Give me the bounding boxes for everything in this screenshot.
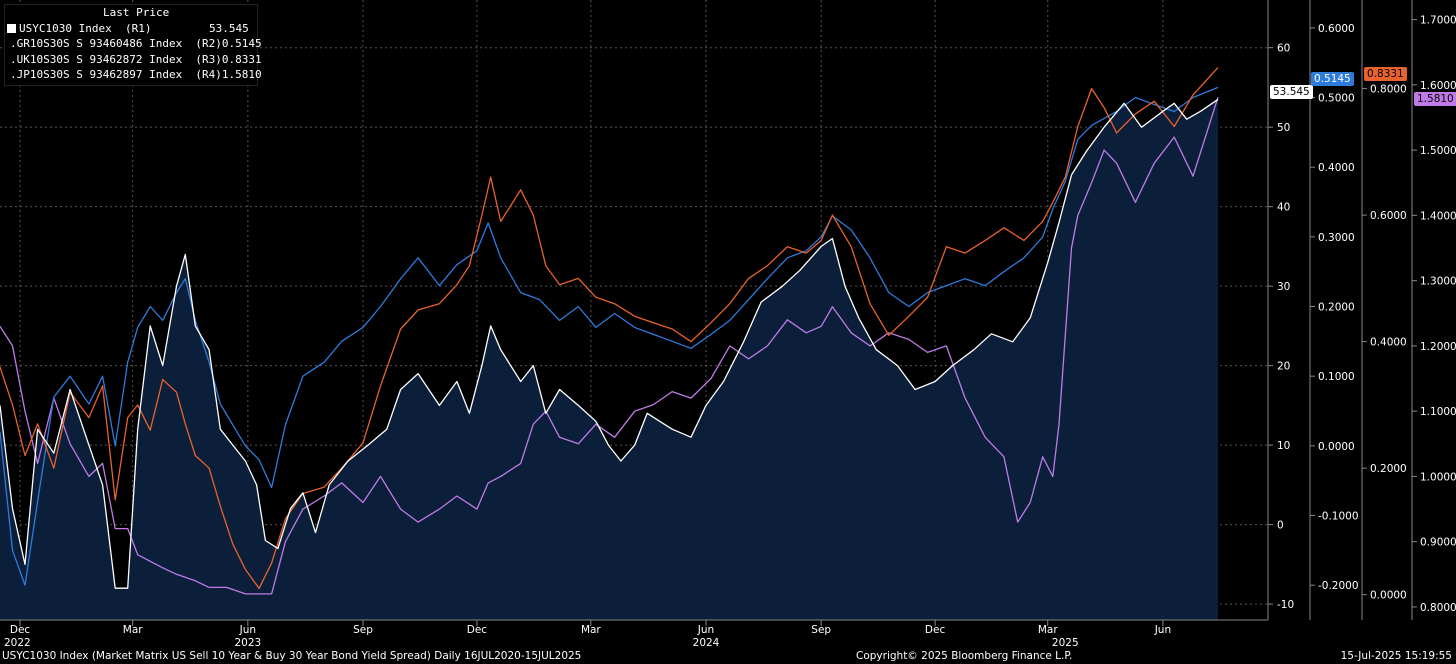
series-area-usyc1030 (0, 99, 1218, 620)
legend-label: .UK10S30S S 93462872 Index (R3) (10, 52, 222, 66)
x-year-label: 2023 (234, 637, 261, 649)
axis-tick-label-r3: 0.6000 (1370, 210, 1407, 222)
axis-tick-label-r4: 0.8000 (1420, 602, 1456, 614)
x-tick-label: Sep (811, 624, 831, 636)
legend-value: 0.8331 (221, 52, 262, 66)
legend-item: USYC1030 Index (R1) 53.545 (5, 21, 257, 37)
legend-item: .JP10S30S S 93462897 Index (R4) 1.5810 (5, 67, 262, 83)
x-tick-label: Mar (1038, 624, 1058, 636)
footer-timestamp: 15-Jul-2025 15:19:55 (1340, 650, 1452, 662)
axis-tick-label-r4: 1.7000 (1420, 15, 1456, 27)
legend-label: USYC1030 Index (R1) (19, 21, 152, 35)
x-tick-label: Mar (581, 624, 601, 636)
x-year-label: 2022 (4, 637, 31, 649)
legend-item: .GR10S30S S 93460486 Index (R2) 0.5145 (5, 36, 262, 52)
x-tick-label: Dec (925, 624, 946, 636)
axis-tick-label-r1: 40 (1277, 202, 1290, 214)
x-tick-label: Jun (1154, 624, 1171, 636)
axis-tick-label-r1: 60 (1277, 43, 1290, 55)
x-tick-label: Jun (697, 624, 714, 636)
axis-tick-label-r3: 0.4000 (1370, 337, 1407, 349)
last-value-tag-r4: 1.5810 (1414, 92, 1456, 106)
axis-tick-label-r1: 0 (1277, 520, 1284, 532)
axis-tick-label-r2: 0.2000 (1318, 302, 1355, 314)
legend-item: .UK10S30S S 93462872 Index (R3) 0.8331 (5, 52, 262, 68)
series-line-usyc1030 (0, 98, 1219, 589)
legend-label: .JP10S30S S 93462897 Index (R4) (10, 68, 222, 81)
legend-value: 1.5810 (221, 68, 262, 81)
footer-copyright: Copyright© 2025 Bloomberg Finance L.P. (856, 650, 1073, 662)
axis-tick-label-r2: 0.4000 (1318, 162, 1355, 174)
series-line-gr10s30s (0, 86, 1219, 586)
x-year-label: 2025 (1052, 637, 1079, 649)
legend-value: 53.545 (209, 21, 249, 35)
x-tick-label: Sep (353, 624, 373, 636)
axis-tick-label-r4: 1.5000 (1420, 145, 1456, 157)
axis-tick-label-r1: 10 (1277, 440, 1290, 452)
axis-tick-label-r4: 0.9000 (1420, 537, 1456, 549)
axis-tick-label-r4: 1.6000 (1420, 80, 1456, 92)
axis-tick-label-r4: 1.2000 (1420, 341, 1456, 353)
legend-swatch (7, 23, 16, 33)
axis-tick-label-r4: 1.1000 (1420, 406, 1456, 418)
legend: Last Price USYC1030 Index (R1) 53.545 .G… (4, 4, 262, 86)
legend-label: .GR10S30S S 93460486 Index (R2) (10, 37, 222, 50)
axis-tick-label-r4: 1.0000 (1420, 471, 1456, 483)
x-tick-label: Dec (467, 624, 488, 636)
axis-tick-label-r2: -0.1000 (1318, 511, 1359, 523)
axis-tick-label-r2: 0.0000 (1318, 441, 1355, 453)
axis-tick-label-r2: 0.1000 (1318, 371, 1355, 383)
axis-tick-label-r3: 0.8000 (1370, 84, 1407, 96)
last-value-tag-r2: 0.5145 (1311, 72, 1354, 86)
legend-value: 0.5145 (221, 37, 262, 50)
axis-tick-label-r1: -10 (1277, 599, 1294, 611)
footer-description: USYC1030 Index (Market Matrix US Sell 10… (2, 650, 582, 662)
legend-header: Last Price (103, 6, 170, 19)
series-line-jp10s30s (0, 97, 1219, 595)
x-year-label: 2024 (693, 637, 720, 649)
axis-tick-label-r2: 0.5000 (1318, 93, 1355, 105)
x-tick-label: Dec (10, 624, 31, 636)
axis-tick-label-r2: 0.3000 (1318, 232, 1355, 244)
axis-tick-label-r4: 1.4000 (1420, 210, 1456, 222)
axis-tick-label-r3: 0.0000 (1370, 590, 1407, 602)
x-tick-label: Jun (239, 624, 256, 636)
series-line-uk10s30s (0, 67, 1219, 590)
last-value-tag-r1: 53.545 (1270, 85, 1313, 99)
x-tick-label: Mar (123, 624, 143, 636)
axis-tick-label-r2: 0.6000 (1318, 23, 1355, 35)
axis-tick-label-r3: 0.2000 (1370, 463, 1407, 475)
axis-tick-label-r1: 20 (1277, 361, 1290, 373)
axis-tick-label-r1: 30 (1277, 281, 1290, 293)
last-value-tag-r3: 0.8331 (1364, 67, 1407, 81)
axis-tick-label-r2: -0.2000 (1318, 580, 1359, 592)
footer: USYC1030 Index (Market Matrix US Sell 10… (0, 650, 1456, 664)
axis-tick-label-r4: 1.3000 (1420, 276, 1456, 288)
axis-tick-label-r1: 50 (1277, 122, 1290, 134)
